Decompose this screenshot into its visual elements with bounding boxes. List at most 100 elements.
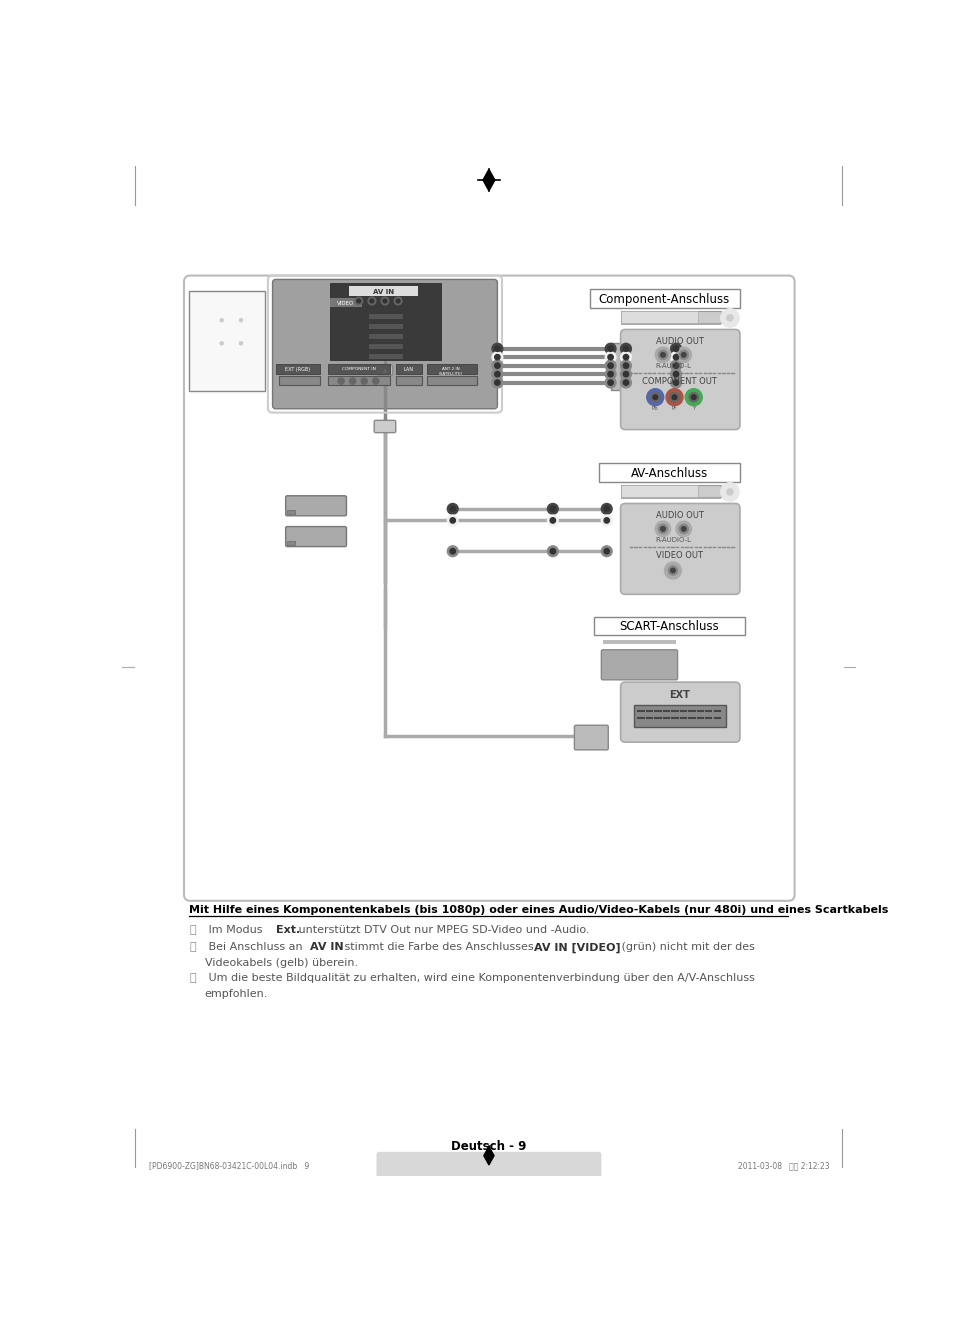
FancyBboxPatch shape [376, 1152, 600, 1180]
Text: R-AUDIO-L: R-AUDIO-L [655, 536, 690, 543]
Circle shape [655, 347, 670, 362]
Text: EXT (RGB): EXT (RGB) [285, 367, 311, 373]
Polygon shape [483, 1147, 494, 1165]
Bar [620, 310, 720, 322]
Circle shape [676, 347, 691, 362]
Circle shape [547, 515, 558, 526]
Circle shape [447, 546, 457, 556]
Bar [426, 365, 476, 374]
Text: AV IN: AV IN [373, 289, 394, 295]
Bar [602, 639, 676, 643]
Bar [589, 289, 740, 308]
Bar [620, 485, 697, 497]
Bar [368, 333, 402, 339]
FancyBboxPatch shape [376, 365, 393, 375]
Text: Deutsch - 9: Deutsch - 9 [451, 1140, 526, 1153]
FancyBboxPatch shape [620, 682, 740, 742]
Circle shape [620, 369, 631, 379]
Circle shape [495, 363, 499, 369]
Circle shape [220, 318, 223, 322]
Circle shape [620, 351, 631, 362]
Text: ⓢ: ⓢ [190, 974, 195, 983]
Text: Component-Anschluss: Component-Anschluss [598, 293, 729, 306]
FancyBboxPatch shape [574, 725, 608, 750]
FancyBboxPatch shape [620, 503, 740, 594]
Text: Im Modus: Im Modus [205, 925, 266, 935]
Circle shape [381, 297, 389, 305]
Bar [279, 375, 319, 384]
Bar [395, 375, 421, 384]
Bar [633, 705, 725, 727]
Bar [190, 291, 265, 391]
Text: ⓢ: ⓢ [190, 925, 195, 935]
Bar [620, 497, 720, 499]
Circle shape [655, 522, 670, 536]
Circle shape [688, 392, 698, 402]
Circle shape [673, 354, 678, 359]
Circle shape [658, 524, 667, 534]
Circle shape [447, 515, 457, 526]
Circle shape [603, 506, 609, 511]
Circle shape [450, 518, 455, 523]
Circle shape [607, 380, 613, 386]
Circle shape [361, 378, 367, 384]
Circle shape [495, 354, 499, 359]
Circle shape [620, 361, 631, 371]
Circle shape [495, 346, 499, 351]
Text: 2011-03-08   오후 2:12:23: 2011-03-08 오후 2:12:23 [737, 1161, 828, 1170]
Polygon shape [482, 169, 495, 190]
Circle shape [652, 395, 657, 399]
Text: EXT: EXT [669, 690, 690, 700]
Circle shape [383, 299, 387, 303]
Text: unterstützt DTV Out nur MPEG SD-Video und -Audio.: unterstützt DTV Out nur MPEG SD-Video un… [294, 925, 589, 935]
Text: COMPONENT OUT: COMPONENT OUT [641, 376, 717, 386]
Bar [395, 365, 421, 374]
Circle shape [368, 297, 375, 305]
FancyBboxPatch shape [600, 650, 677, 680]
Text: Videokabels (gelb) überein.: Videokabels (gelb) überein. [205, 958, 357, 968]
Bar [620, 322, 720, 325]
Circle shape [676, 522, 691, 536]
Text: SCART-Anschluss: SCART-Anschluss [618, 620, 719, 633]
Circle shape [550, 506, 555, 511]
FancyBboxPatch shape [184, 276, 794, 901]
Circle shape [492, 343, 502, 354]
Text: Um die beste Bildqualität zu erhalten, wird eine Komponentenverbindung über den : Um die beste Bildqualität zu erhalten, w… [205, 974, 754, 983]
Text: Mit Hilfe eines Komponentenkabels (bis 1080p) oder eines Audio/Video-Kabels (nur: Mit Hilfe eines Komponentenkabels (bis 1… [190, 905, 888, 915]
FancyBboxPatch shape [285, 527, 346, 547]
FancyBboxPatch shape [285, 495, 346, 515]
Bar [328, 375, 389, 384]
Bar [598, 464, 740, 482]
Circle shape [670, 369, 680, 379]
Text: LAN: LAN [403, 367, 414, 373]
Circle shape [670, 378, 680, 388]
Circle shape [492, 378, 502, 388]
Circle shape [395, 299, 399, 303]
Circle shape [684, 388, 701, 406]
Text: Y: Y [691, 407, 695, 411]
Circle shape [603, 548, 609, 553]
Bar [368, 353, 402, 359]
Circle shape [620, 343, 631, 354]
Circle shape [495, 371, 499, 376]
Bar [329, 283, 440, 361]
Circle shape [680, 527, 685, 531]
Bar [328, 365, 389, 374]
Circle shape [492, 351, 502, 362]
Circle shape [355, 297, 362, 305]
Circle shape [370, 299, 374, 303]
FancyBboxPatch shape [620, 329, 740, 429]
Bar [368, 313, 402, 320]
Circle shape [349, 378, 355, 384]
Circle shape [604, 361, 616, 371]
Circle shape [604, 369, 616, 379]
Text: AUDIO OUT: AUDIO OUT [656, 337, 703, 346]
Circle shape [726, 314, 732, 321]
Bar [368, 322, 402, 329]
Circle shape [679, 524, 688, 534]
Text: Pr: Pr [671, 407, 677, 411]
Bar [620, 485, 720, 497]
Circle shape [600, 515, 612, 526]
Circle shape [672, 395, 676, 399]
Text: R-AUDIO-L: R-AUDIO-L [655, 363, 690, 369]
